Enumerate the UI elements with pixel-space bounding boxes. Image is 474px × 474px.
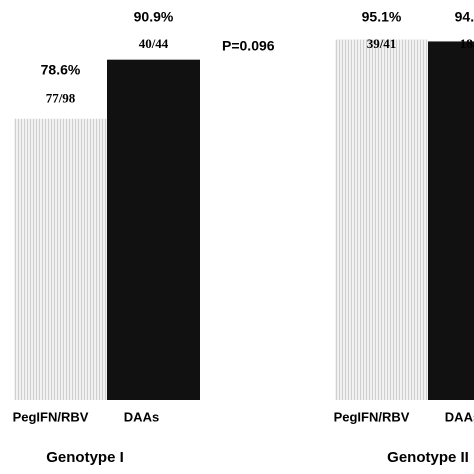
count-label: 40/44	[139, 36, 169, 51]
bar	[428, 41, 474, 400]
p-value: P=0.096	[222, 38, 275, 54]
bar	[14, 118, 107, 400]
value-label: 95.1%	[362, 9, 402, 25]
value-label: 90.9%	[134, 9, 174, 25]
count-label: 18/19	[460, 36, 474, 51]
bar	[335, 39, 428, 401]
x-tick-label: DAAs	[445, 409, 474, 424]
group-label: Genotype I	[46, 449, 124, 466]
x-tick-label: PegIFN/RBV	[334, 409, 410, 424]
x-tick-label: DAAs	[124, 409, 159, 424]
x-tick-label: PegIFN/RBV	[13, 409, 89, 424]
value-label: 78.6%	[41, 61, 81, 77]
group-label: Genotype II	[387, 449, 469, 466]
value-label: 94.7%	[455, 9, 474, 25]
bar	[107, 59, 200, 401]
count-label: 77/98	[46, 91, 76, 106]
count-label: 39/41	[367, 36, 397, 51]
